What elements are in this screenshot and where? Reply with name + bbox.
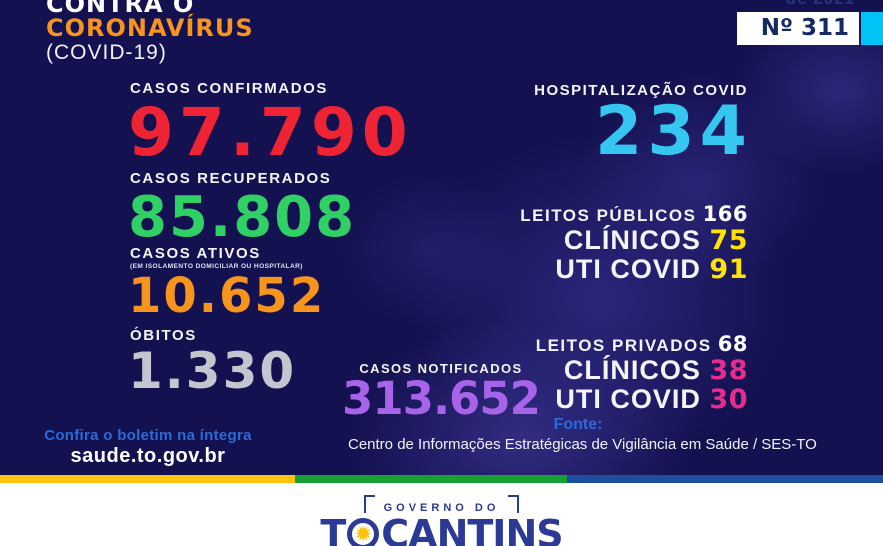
icu-label: UTI COVID xyxy=(555,254,701,284)
stripe-blue-segment xyxy=(567,475,883,483)
bulletin-link-caption: Confira o boletim na íntegra xyxy=(44,427,252,444)
private-beds-header: LEITOS PRIVADOS 68 xyxy=(520,332,748,356)
public-beds-group: LEITOS PÚBLICOS 166 CLÍNICOS 75 UTI COVI… xyxy=(520,202,748,284)
title-line-contra-o: CONTRA O xyxy=(46,0,195,18)
stat-active-cases: CASOS ATIVOS (EM ISOLAMENTO DOMICILIAR O… xyxy=(128,245,326,324)
notified-value: 313.652 xyxy=(342,372,541,425)
public-beds-label: LEITOS PÚBLICOS xyxy=(520,206,697,225)
bulletin-number: Nº 311 xyxy=(760,15,849,41)
stat-value-recovered: 85.808 xyxy=(128,185,357,250)
cyan-accent-tab xyxy=(861,12,883,45)
hospitalization-value: 234 xyxy=(595,92,752,171)
source-text: Centro de Informações Estratégicas de Vi… xyxy=(348,436,817,453)
source-label: Fonte: xyxy=(553,416,603,433)
bulletin-link-url[interactable]: saude.to.gov.br xyxy=(70,445,226,467)
bulletin-link-block: Confira o boletim na íntegra saude.to.go… xyxy=(28,427,268,468)
bulletin-title: CONTRA O CORONAVÍRUS (COVID-19) xyxy=(46,0,254,65)
title-line-coronavirus: CORONAVÍRUS xyxy=(46,14,254,42)
clinical-label: CLÍNICOS xyxy=(563,355,701,385)
stat-label: CASOS CONFIRMADOS xyxy=(130,80,329,97)
stat-label: CASOS RECUPERADOS xyxy=(130,170,332,187)
title-line-covid19: (COVID-19) xyxy=(46,41,167,64)
hospital-stats-column: HOSPITALIZAÇÃO COVID 234 LEITOS PÚBLICOS… xyxy=(520,82,748,414)
stat-value-deaths: 1.330 xyxy=(128,342,297,400)
stat-deaths: ÓBITOS 1.330 xyxy=(128,327,297,400)
private-beds-label: LEITOS PRIVADOS xyxy=(535,336,712,355)
stat-label: ÓBITOS xyxy=(130,327,197,344)
clinical-value: 38 xyxy=(709,355,748,386)
bulletin-number-box: Nº 311 xyxy=(737,12,859,45)
footer-bar: GOVERNO DO T ✹ CANTINS xyxy=(0,483,883,546)
private-beds-total: 68 xyxy=(717,332,748,356)
governo-do-label: GOVERNO DO xyxy=(363,495,520,516)
source-block: Fonte: Centro de Informações Estratégica… xyxy=(348,416,817,453)
icu-label: UTI COVID xyxy=(555,384,701,414)
sun-icon: ✹ xyxy=(354,521,373,546)
private-clinical-row: CLÍNICOS 38 xyxy=(520,355,748,386)
stat-confirmed-cases: CASOS CONFIRMADOS 97.790 xyxy=(128,80,413,171)
public-beds-total: 166 xyxy=(702,202,748,226)
tocantins-wordmark: T ✹ CANTINS xyxy=(0,512,883,546)
clinical-value: 75 xyxy=(709,225,748,256)
private-beds-group: LEITOS PRIVADOS 68 CLÍNICOS 38 UTI COVID… xyxy=(520,332,748,414)
notified-label: CASOS NOTIFICADOS xyxy=(359,361,523,376)
stat-value-active: 10.652 xyxy=(128,268,326,324)
stripe-green-segment xyxy=(295,475,567,483)
hospitalization-label: HOSPITALIZAÇÃO COVID xyxy=(534,82,748,99)
public-clinical-row: CLÍNICOS 75 xyxy=(520,225,748,256)
public-icu-row: UTI COVID 91 xyxy=(520,254,748,285)
sun-o-emblem: ✹ xyxy=(347,518,380,546)
clinical-label: CLÍNICOS xyxy=(563,225,701,255)
stat-value-confirmed: 97.790 xyxy=(128,94,413,171)
stripe-yellow-segment xyxy=(0,475,295,483)
public-beds-header: LEITOS PÚBLICOS 166 xyxy=(520,202,748,226)
flag-stripe xyxy=(0,475,883,483)
stat-label: CASOS ATIVOS xyxy=(130,245,261,262)
date-partial-label: de 2021 xyxy=(700,0,855,9)
stat-recovered-cases: CASOS RECUPERADOS 85.808 xyxy=(128,170,357,250)
state-letter-t: T xyxy=(320,512,346,546)
private-icu-row: UTI COVID 30 xyxy=(520,384,748,415)
stat-sublabel: (EM ISOLAMENTO DOMICILIAR OU HOSPITALAR) xyxy=(130,263,303,270)
icu-value: 91 xyxy=(709,254,748,285)
stat-notified-cases: CASOS NOTIFICADOS 313.652 xyxy=(291,361,591,422)
tocantins-government-logo: GOVERNO DO T ✹ CANTINS xyxy=(0,495,883,546)
state-letters-rest: CANTINS xyxy=(381,512,563,546)
icu-value: 30 xyxy=(709,384,748,415)
